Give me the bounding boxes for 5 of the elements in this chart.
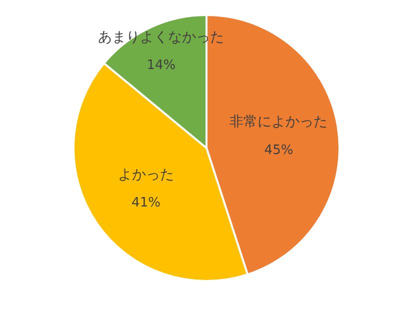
slice-label: よかった bbox=[118, 166, 174, 183]
slice-label: 非常によかった bbox=[230, 114, 328, 130]
data-label: 41% bbox=[132, 195, 160, 210]
data-label: 14% bbox=[146, 58, 176, 74]
data-label: 45% bbox=[264, 142, 294, 158]
